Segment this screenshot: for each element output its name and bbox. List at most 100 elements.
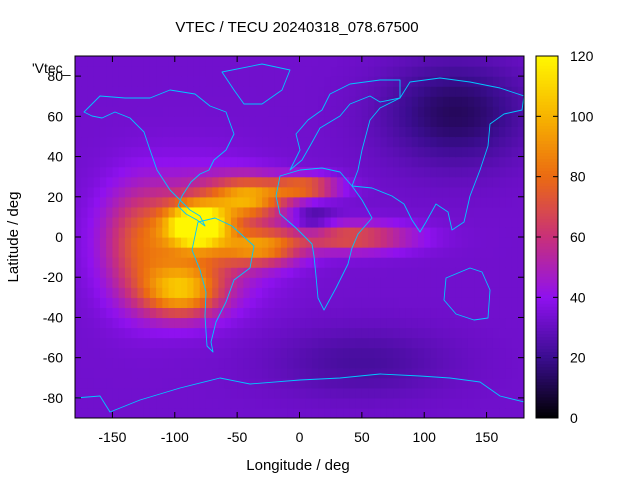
heatmap-cell — [311, 136, 319, 148]
colorbar-segment — [536, 381, 558, 386]
heatmap-cell — [461, 96, 469, 107]
heatmap-cell — [505, 226, 513, 238]
heatmap-cell — [436, 216, 444, 228]
heatmap-cell — [280, 357, 288, 369]
colorbar-segment — [536, 246, 558, 250]
heatmap-cell — [174, 96, 182, 107]
heatmap-cell — [361, 387, 369, 399]
heatmap-cell — [324, 176, 332, 188]
heatmap-cell — [424, 377, 432, 389]
heatmap-cell — [280, 116, 288, 127]
heatmap-cell — [499, 56, 506, 67]
heatmap-cell — [237, 96, 244, 107]
heatmap-cell — [224, 216, 232, 228]
heatmap-cell — [442, 156, 450, 168]
heatmap-cell — [237, 186, 244, 198]
heatmap-cell — [149, 267, 157, 278]
heatmap-cell — [224, 56, 232, 67]
heatmap-cell — [87, 136, 95, 148]
heatmap-cell — [324, 206, 332, 218]
heatmap-cell — [75, 106, 82, 117]
heatmap-cell — [480, 287, 488, 298]
heatmap-cell — [293, 387, 301, 399]
heatmap-cell — [449, 367, 457, 379]
heatmap-cell — [511, 76, 519, 87]
heatmap-cell — [461, 377, 469, 389]
heatmap-cell — [393, 126, 400, 138]
heatmap-cell — [474, 196, 481, 208]
heatmap-cell — [486, 317, 494, 329]
heatmap-cell — [137, 76, 145, 87]
heatmap-cell — [467, 216, 475, 228]
heatmap-cell — [324, 327, 332, 339]
colorbar-segment — [536, 188, 558, 193]
heatmap-cell — [368, 267, 375, 278]
heatmap-cell — [393, 347, 400, 359]
colorbar-segment — [536, 357, 558, 362]
heatmap-cell — [442, 287, 450, 298]
heatmap-cell — [517, 307, 524, 319]
heatmap-cell — [118, 216, 126, 228]
heatmap-cell — [212, 407, 220, 418]
heatmap-cell — [324, 237, 332, 248]
heatmap-cell — [143, 86, 151, 97]
heatmap-cell — [237, 307, 244, 319]
heatmap-cell — [361, 307, 369, 319]
heatmap-cell — [99, 237, 107, 248]
heatmap-cell — [280, 407, 288, 418]
heatmap-cell — [311, 237, 319, 248]
heatmap-cell — [112, 206, 120, 218]
heatmap-cell — [343, 237, 350, 248]
heatmap-cell — [417, 166, 425, 178]
heatmap-cell — [511, 237, 519, 248]
heatmap-cell — [162, 407, 170, 418]
heatmap-cell — [324, 277, 332, 288]
heatmap-cell — [386, 66, 394, 77]
heatmap-cell — [249, 106, 257, 117]
heatmap-cell — [118, 347, 126, 359]
heatmap-cell — [511, 397, 519, 409]
heatmap-cell — [118, 226, 126, 238]
heatmap-cell — [174, 66, 182, 77]
heatmap-cell — [411, 327, 419, 339]
heatmap-cell — [411, 317, 419, 329]
heatmap-cell — [193, 327, 201, 339]
heatmap-cell — [511, 407, 519, 418]
heatmap-cell — [274, 247, 282, 258]
heatmap-cell — [293, 317, 301, 329]
heatmap-cell — [305, 277, 313, 288]
heatmap-cell — [393, 56, 400, 67]
heatmap-cell — [349, 277, 357, 288]
heatmap-cell — [224, 156, 232, 168]
heatmap-cell — [330, 347, 338, 359]
heatmap-cell — [87, 56, 95, 67]
heatmap-cell — [461, 146, 469, 158]
heatmap-cell — [474, 387, 481, 399]
heatmap-cell — [343, 347, 350, 359]
heatmap-cell — [486, 96, 494, 107]
heatmap-cell — [193, 166, 201, 178]
heatmap-cell — [461, 347, 469, 359]
heatmap-cell — [436, 257, 444, 268]
heatmap-cell — [143, 247, 151, 258]
heatmap-cell — [349, 56, 357, 67]
heatmap-cell — [499, 317, 506, 329]
heatmap-cell — [255, 337, 263, 349]
heatmap-cell — [124, 56, 132, 67]
heatmap-cell — [124, 126, 132, 138]
heatmap-cell — [230, 297, 238, 308]
heatmap-cell — [124, 186, 132, 198]
heatmap-cell — [218, 407, 226, 418]
heatmap-cell — [268, 277, 276, 288]
heatmap-cell — [430, 116, 438, 127]
heatmap-cell — [293, 226, 301, 238]
heatmap-cell — [81, 206, 89, 218]
heatmap-cell — [149, 307, 157, 319]
heatmap-cell — [505, 96, 513, 107]
heatmap-cell — [380, 146, 388, 158]
heatmap-cell — [262, 226, 269, 238]
heatmap-cell — [81, 337, 89, 349]
heatmap-cell — [436, 66, 444, 77]
heatmap-cell — [474, 257, 481, 268]
heatmap-cell — [162, 206, 170, 218]
